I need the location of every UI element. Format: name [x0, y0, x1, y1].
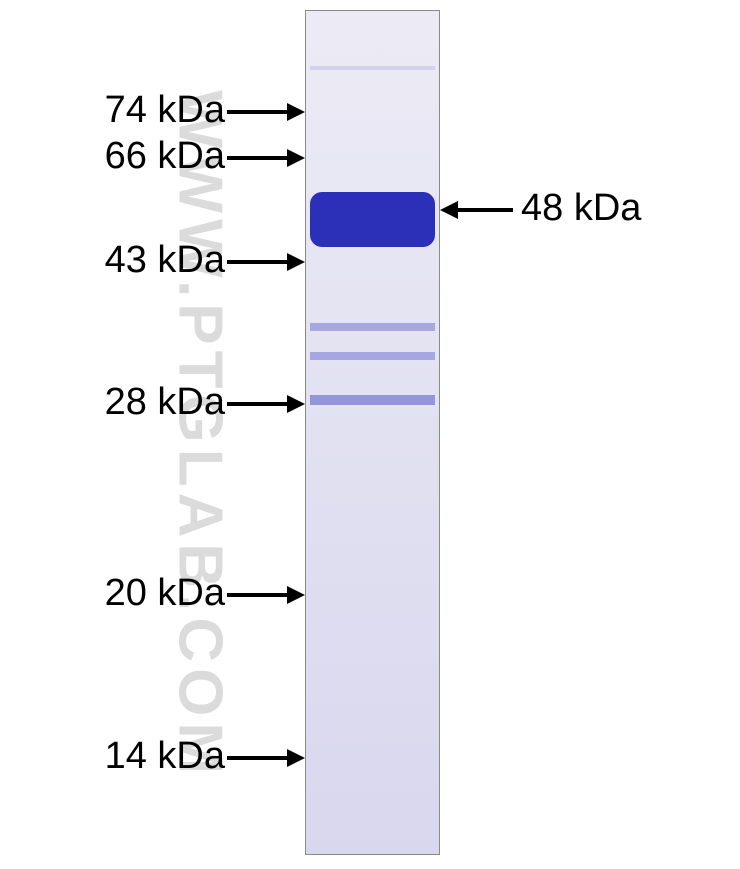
gel-lane	[305, 10, 440, 855]
marker-label: 74 kDa	[45, 89, 225, 132]
marker-label: 14 kDa	[45, 735, 225, 778]
gel-band	[310, 352, 435, 360]
sample-label: 48 kDa	[521, 187, 641, 230]
gel-figure: WWW.PTGLAB.COM 74 kDa66 kDa 43 kDa 28 kDa 2…	[0, 0, 740, 869]
gel-band	[310, 66, 435, 70]
marker-label: 28 kDa	[45, 381, 225, 424]
gel-band	[310, 323, 435, 331]
marker-label: 20 kDa	[45, 572, 225, 615]
marker-label: 43 kDa	[45, 239, 225, 282]
gel-band	[310, 395, 435, 405]
watermark-text: WWW.PTGLAB.COM	[165, 90, 236, 780]
marker-label: 66 kDa	[45, 135, 225, 178]
gel-band	[310, 192, 435, 247]
